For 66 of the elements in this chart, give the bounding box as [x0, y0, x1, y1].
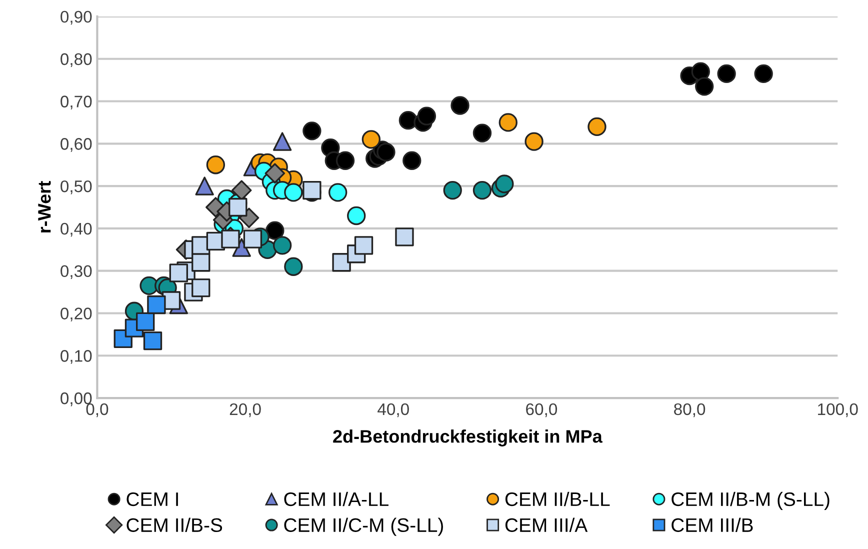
x-tick-label: 60,0: [526, 403, 558, 418]
point: [169, 264, 188, 282]
point: [717, 64, 736, 84]
point: [695, 77, 714, 96]
point: [328, 183, 348, 202]
x-tick-label: 20,0: [230, 403, 261, 418]
point: [221, 230, 240, 248]
point: [206, 156, 226, 174]
point: [272, 236, 292, 255]
legend-label: CEM II/B-LL: [505, 492, 610, 506]
point: [192, 278, 210, 298]
point: [195, 176, 214, 196]
point: [354, 236, 374, 255]
point: [495, 174, 514, 194]
y-tick-label: 0,30: [60, 265, 92, 280]
x-tick-label: 80,0: [674, 403, 706, 418]
point: [443, 180, 462, 200]
y-axis-title: r-Wert: [38, 181, 51, 232]
point: [754, 64, 773, 84]
point: [472, 180, 492, 200]
point: [332, 253, 351, 272]
point: [272, 132, 292, 151]
y-tick-label: 0,10: [60, 350, 92, 364]
legend-label: CEM II/A-LL: [284, 492, 388, 506]
point: [498, 113, 518, 132]
point: [243, 230, 262, 248]
point: [266, 221, 284, 240]
legend-label: CEM II/B-S: [126, 518, 222, 532]
point: [136, 312, 155, 332]
point: [376, 142, 396, 162]
y-tick-label: 0,60: [60, 138, 92, 152]
point: [691, 62, 710, 81]
point: [147, 295, 166, 314]
point: [284, 183, 303, 202]
point: [143, 331, 162, 350]
x-tick-label: 100,0: [818, 403, 858, 418]
legend-label: CEM I: [126, 492, 178, 506]
legend-label: CEM II/C-M (S-LL): [284, 518, 443, 536]
point: [450, 96, 470, 115]
point: [395, 228, 414, 246]
point: [417, 106, 436, 126]
point: [398, 111, 418, 130]
point: [362, 130, 381, 149]
point: [228, 198, 248, 217]
y-tick-label: 0,80: [60, 53, 92, 68]
point: [588, 117, 606, 136]
point: [302, 122, 322, 140]
point: [264, 163, 286, 184]
legend-label: CEM III/A: [505, 518, 588, 532]
point: [336, 151, 355, 170]
point: [347, 206, 366, 226]
point: [524, 132, 544, 151]
point: [284, 257, 303, 276]
point: [302, 180, 322, 200]
y-tick-label: 0,90: [60, 10, 92, 25]
legend-label: CEM III/B: [672, 518, 753, 532]
point: [402, 151, 422, 170]
x-axis-title: 2d-Betondruckfestigkeit in MPa: [333, 430, 602, 446]
x-tick-label: 40,0: [378, 403, 409, 418]
y-tick-label: 0,70: [60, 96, 92, 110]
legend-label: CEM II/B-M (S-LL): [672, 492, 830, 510]
point: [472, 124, 492, 142]
y-tick-label: 0,50: [60, 180, 92, 194]
point: [192, 253, 210, 272]
y-tick-label: 0,20: [60, 308, 92, 322]
y-tick-label: 0,40: [60, 222, 92, 237]
